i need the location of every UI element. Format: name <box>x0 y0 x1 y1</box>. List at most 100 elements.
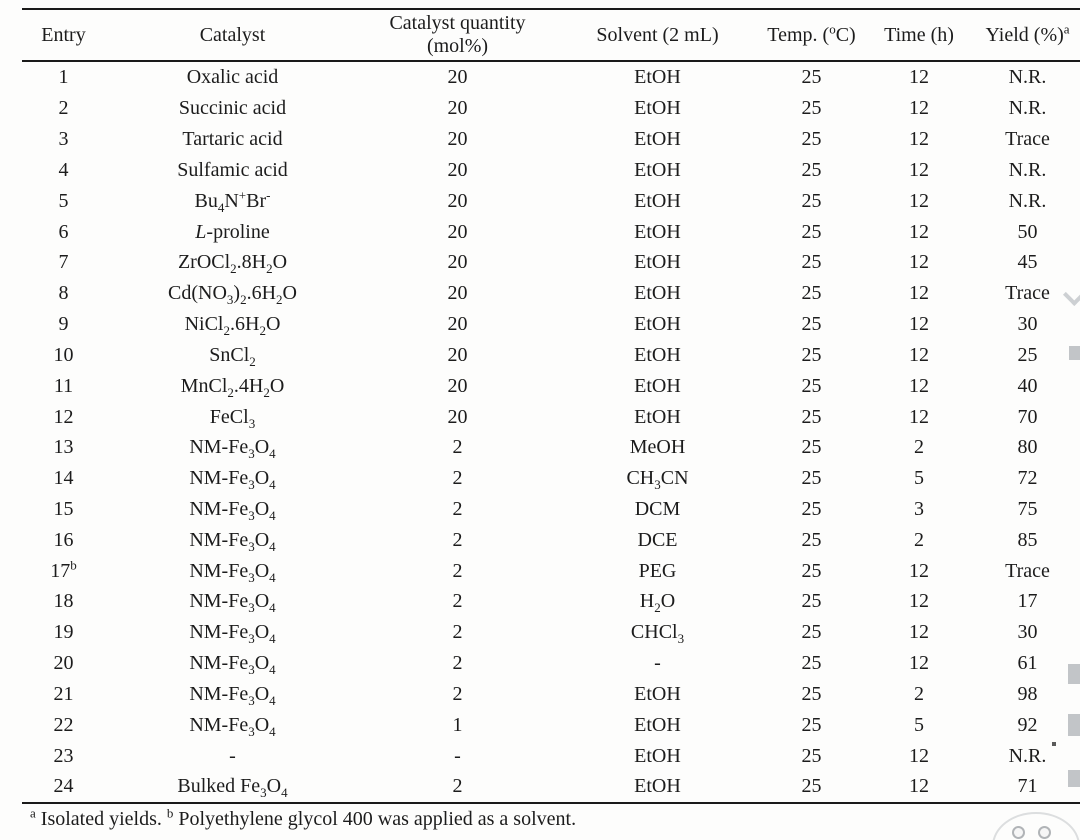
cell-yield: Trace <box>1005 128 1050 151</box>
edge-square-artifact <box>1069 346 1080 360</box>
cell-catalyst: NM-Fe3O4 <box>189 528 276 554</box>
cell-quantity: 2 <box>452 621 463 644</box>
cell-entry: 12 <box>53 405 74 428</box>
table-row: 9 NiCl2.6H2O 20 EtOH 25 12 30 <box>22 309 1080 340</box>
table-footnote: a Isolated yields. b Polyethylene glycol… <box>30 805 577 830</box>
cell-solvent: EtOH <box>634 189 681 212</box>
cell-time: 12 <box>909 405 929 428</box>
column-header-solvent: Solvent (2 mL) <box>596 23 719 46</box>
cell-entry: 22 <box>53 713 74 736</box>
cell-yield: N.R. <box>1008 97 1047 120</box>
cell-catalyst: MnCl2.4H2O <box>180 374 285 400</box>
cell-quantity: 20 <box>447 128 468 151</box>
table-row: 11 MnCl2.4H2O 20 EtOH 25 12 40 <box>22 370 1080 401</box>
cell-temp: 25 <box>801 652 822 675</box>
cell-solvent: DCM <box>634 498 681 520</box>
cell-temp: 25 <box>801 528 822 551</box>
cell-solvent: EtOH <box>634 682 681 705</box>
cell-quantity: 20 <box>447 220 468 243</box>
table-row: 14 NM-Fe3O4 2 CH3CN 25 5 72 <box>22 463 1080 494</box>
column-header-time: Time (h) <box>884 23 954 46</box>
table-body: 1 Oxalic acid 20 EtOH 25 12 N.R. 2 Succinic acid… <box>22 61 1080 803</box>
edge-square-artifact <box>1068 714 1080 736</box>
cell-solvent: EtOH <box>634 220 681 243</box>
table-row: 5 Bu4N+Br- 20 EtOH 25 12 N.R. <box>22 185 1080 216</box>
cell-yield: 17 <box>1017 590 1038 613</box>
cell-catalyst: Bu4N+Br- <box>194 187 271 215</box>
cell-quantity: 20 <box>447 313 468 336</box>
cell-temp: 25 <box>801 590 822 613</box>
cell-quantity: 2 <box>452 590 463 613</box>
cell-catalyst: NM-Fe3O4 <box>189 682 276 708</box>
cell-time: 12 <box>909 590 929 613</box>
cell-yield: 25 <box>1017 343 1038 366</box>
cell-temp: 25 <box>801 775 822 798</box>
table-row: 1 Oxalic acid 20 EtOH 25 12 N.R. <box>22 61 1080 93</box>
cell-entry: 7 <box>58 251 69 274</box>
cell-entry: 3 <box>58 128 69 151</box>
cell-yield: N.R. <box>1008 66 1047 89</box>
table-row: 4 Sulfamic acid 20 EtOH 25 12 N.R. <box>22 154 1080 185</box>
table-row: 7 ZrOCl2.8H2O 20 EtOH 25 12 45 <box>22 247 1080 278</box>
cell-yield: 45 <box>1017 251 1038 274</box>
cell-yield: 40 <box>1017 374 1038 397</box>
cell-solvent: EtOH <box>634 158 681 181</box>
reaction-optimization-table: Entry Catalyst Catalyst quantity (mol%) Solv… <box>22 8 1080 804</box>
cell-entry: 5 <box>58 189 69 212</box>
cell-temp: 25 <box>801 66 822 89</box>
cell-temp: 25 <box>801 559 822 582</box>
cell-quantity: 20 <box>447 405 468 428</box>
cell-solvent: EtOH <box>634 128 681 151</box>
table-row: 8 Cd(NO3)2.6H2O 20 EtOH 25 12 Trace <box>22 278 1080 309</box>
cell-catalyst: NM-Fe3O4 <box>189 559 276 585</box>
cell-yield: 30 <box>1017 621 1038 644</box>
cell-quantity: 20 <box>447 343 468 366</box>
cell-time: 12 <box>909 128 929 151</box>
cell-quantity: 2 <box>452 528 463 551</box>
cell-entry: 18 <box>53 590 74 613</box>
cell-quantity: 20 <box>447 251 468 274</box>
cell-yield: 92 <box>1017 713 1038 736</box>
cell-catalyst: NM-Fe3O4 <box>189 652 276 678</box>
cell-entry: 9 <box>58 313 69 336</box>
cell-time: 12 <box>909 97 929 120</box>
cell-solvent: EtOH <box>634 97 681 120</box>
cell-solvent: H2O <box>639 590 676 616</box>
cell-temp: 25 <box>801 467 822 490</box>
cell-time: 2 <box>914 682 924 705</box>
cell-solvent: EtOH <box>634 66 681 89</box>
column-header-temp: Temp. (oC) <box>767 20 856 46</box>
cell-solvent: EtOH <box>634 282 681 305</box>
cell-quantity: 2 <box>452 498 463 520</box>
column-header-yield: Yield (%)a <box>985 20 1070 46</box>
cell-time: 12 <box>909 66 929 89</box>
cell-entry: 16 <box>53 528 74 551</box>
cell-catalyst: NM-Fe3O4 <box>189 498 276 523</box>
cell-solvent: PEG <box>638 559 677 582</box>
table-row: 12 FeCl3 20 EtOH 25 12 70 <box>22 401 1080 432</box>
cell-temp: 25 <box>801 682 822 705</box>
table-row: 2 Succinic acid 20 EtOH 25 12 N.R. <box>22 93 1080 124</box>
cell-time: 12 <box>909 559 929 582</box>
cell-temp: 25 <box>801 128 822 151</box>
cell-time: 12 <box>909 374 929 397</box>
cell-catalyst: NM-Fe3O4 <box>189 621 276 647</box>
cell-catalyst: NM-Fe3O4 <box>189 467 276 493</box>
cell-catalyst: Succinic acid <box>178 97 287 120</box>
cell-temp: 25 <box>801 343 822 366</box>
cell-solvent: EtOH <box>634 713 681 736</box>
cell-temp: 25 <box>801 282 822 305</box>
table-row: 13 NM-Fe3O4 2 MeOH 25 2 80 <box>22 432 1080 463</box>
watermark-eye-icon <box>1012 826 1025 839</box>
cell-entry: 17b <box>50 557 77 582</box>
cell-time: 12 <box>909 313 929 336</box>
cell-temp: 25 <box>801 744 822 767</box>
cell-temp: 25 <box>801 220 822 243</box>
cell-time: 12 <box>909 744 929 767</box>
cell-catalyst: NM-Fe3O4 <box>189 713 276 739</box>
cell-quantity: 2 <box>452 652 463 675</box>
cell-yield: 70 <box>1017 405 1038 428</box>
cell-temp: 25 <box>801 713 822 736</box>
cell-yield: 85 <box>1017 528 1038 551</box>
cell-yield: N.R. <box>1008 158 1047 181</box>
